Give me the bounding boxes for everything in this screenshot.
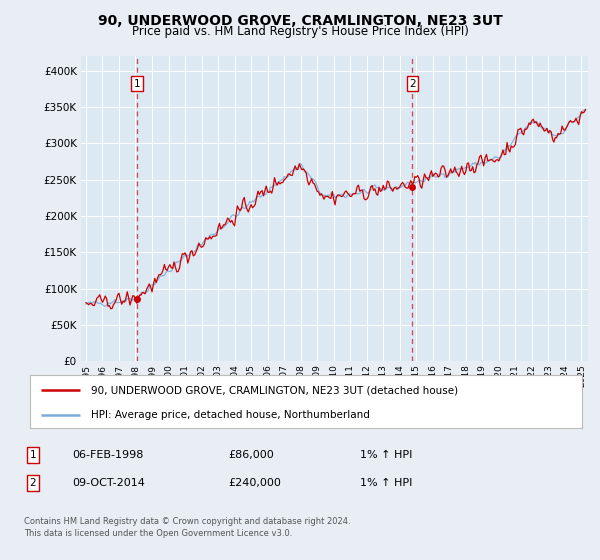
Text: Contains HM Land Registry data © Crown copyright and database right 2024.: Contains HM Land Registry data © Crown c… bbox=[24, 517, 350, 526]
Text: HPI: Average price, detached house, Northumberland: HPI: Average price, detached house, Nort… bbox=[91, 410, 370, 420]
Text: 1% ↑ HPI: 1% ↑ HPI bbox=[360, 450, 412, 460]
Text: 09-OCT-2014: 09-OCT-2014 bbox=[72, 478, 145, 488]
Text: 1: 1 bbox=[29, 450, 37, 460]
Text: 90, UNDERWOOD GROVE, CRAMLINGTON, NE23 3UT (detached house): 90, UNDERWOOD GROVE, CRAMLINGTON, NE23 3… bbox=[91, 385, 458, 395]
Text: 1: 1 bbox=[134, 78, 140, 88]
Text: 90, UNDERWOOD GROVE, CRAMLINGTON, NE23 3UT: 90, UNDERWOOD GROVE, CRAMLINGTON, NE23 3… bbox=[98, 14, 502, 28]
Text: Price paid vs. HM Land Registry's House Price Index (HPI): Price paid vs. HM Land Registry's House … bbox=[131, 25, 469, 38]
Text: 2: 2 bbox=[409, 78, 416, 88]
Text: 2: 2 bbox=[29, 478, 37, 488]
Text: £240,000: £240,000 bbox=[228, 478, 281, 488]
Text: This data is licensed under the Open Government Licence v3.0.: This data is licensed under the Open Gov… bbox=[24, 529, 292, 538]
Text: 1% ↑ HPI: 1% ↑ HPI bbox=[360, 478, 412, 488]
Text: £86,000: £86,000 bbox=[228, 450, 274, 460]
Text: 06-FEB-1998: 06-FEB-1998 bbox=[72, 450, 143, 460]
